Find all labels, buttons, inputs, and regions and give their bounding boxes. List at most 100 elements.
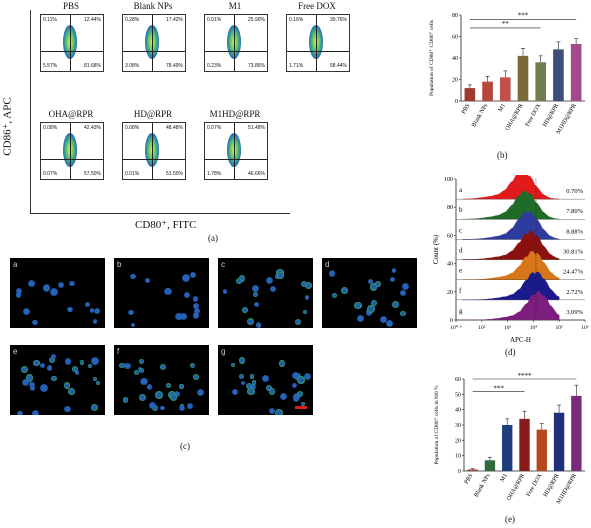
cell-nucleus: [389, 277, 395, 283]
q-lr: 57.50%: [84, 171, 101, 177]
bar: [553, 412, 565, 471]
cell-nucleus: [68, 388, 76, 396]
q-lr: 78.49%: [166, 63, 183, 69]
flow-plot: 0.08% 48.48% 0.01% 51.50%: [122, 122, 186, 180]
q-lr: 58.44%: [330, 63, 347, 69]
cell-nucleus: [15, 292, 22, 298]
cell-nucleus: [232, 389, 239, 395]
cell-nucleus: [247, 318, 255, 326]
q-ur: 17.42%: [166, 17, 183, 23]
panel-a-xlabel: CD80⁺, FITC: [135, 219, 197, 231]
gate-h: [41, 159, 103, 160]
cell-nucleus: [265, 276, 274, 284]
panel-a-arrow-y: [30, 10, 31, 213]
cell-nucleus: [278, 360, 286, 368]
cell-nucleus: [79, 359, 85, 365]
cell-nucleus: [64, 357, 72, 365]
cell-nucleus: [187, 403, 194, 410]
cell-nucleus: [91, 403, 99, 412]
series-value: 24.47%: [563, 269, 584, 276]
x-tick-label: 10³: [504, 325, 512, 331]
flow-plot: 0.08% 42.43% 0.07% 57.50%: [40, 122, 104, 180]
gate-v: [70, 15, 71, 71]
series-value: 7.80%: [566, 208, 583, 215]
cell-nucleus: [291, 382, 298, 389]
microscopy-image: a: [10, 258, 105, 328]
cell-nucleus: [252, 285, 260, 293]
cell-nucleus: [20, 365, 28, 373]
cell-nucleus: [292, 395, 299, 402]
cell-nucleus: [51, 375, 57, 382]
cell-nucleus: [371, 300, 378, 307]
bar: [571, 395, 582, 471]
cell-nucleus: [84, 302, 90, 308]
series-name: e: [459, 267, 462, 275]
x-tick-label: 10⁶: [581, 325, 589, 331]
q-lr: 46.66%: [248, 171, 265, 177]
histogram-series: [461, 211, 560, 240]
cell-nucleus: [253, 292, 259, 297]
cell-nucleus: [297, 376, 305, 384]
q-ur: 25.90%: [248, 17, 265, 23]
cell-nucleus: [95, 381, 100, 386]
q-lr: 73.86%: [248, 63, 265, 69]
y-tick-label: 60: [447, 233, 453, 239]
flow-plot-title: OHA@RPR: [48, 109, 94, 119]
cell-nucleus: [193, 308, 201, 315]
cell-nucleus: [159, 364, 167, 371]
cell-nucleus: [292, 372, 299, 380]
cell-nucleus: [400, 289, 407, 296]
cell-nucleus: [274, 408, 283, 415]
y-tick-label: 60: [452, 35, 458, 41]
cell-nucleus: [33, 359, 40, 367]
cell-nucleus: [340, 286, 348, 294]
cell-nucleus: [122, 397, 129, 403]
x-tick-label: 10⁵: [555, 325, 563, 331]
cell-nucleus: [134, 369, 140, 375]
gate-v: [234, 123, 235, 179]
cell-nucleus: [360, 316, 365, 321]
cell-nucleus: [300, 280, 308, 288]
cell-nucleus: [151, 405, 159, 412]
cell-nucleus: [29, 381, 35, 388]
cell-nucleus: [392, 300, 400, 309]
cell-nucleus: [87, 363, 92, 369]
panel-a-label: (a): [208, 233, 218, 243]
bar: [553, 49, 564, 101]
cell-nucleus: [249, 374, 255, 380]
bar: [467, 469, 478, 471]
sig-label: ***: [518, 11, 529, 19]
cell-nucleus: [22, 378, 30, 386]
microscopy-image: g: [218, 345, 313, 415]
gate-h: [205, 51, 267, 52]
y-tick-label: 30: [455, 423, 461, 429]
cell-nucleus: [269, 285, 277, 293]
cell-nucleus: [169, 394, 177, 402]
cell-nucleus: [91, 357, 99, 365]
cell-nucleus: [140, 377, 148, 385]
flow-plot: 0.01% 25.90% 0.23% 73.86%: [204, 14, 268, 72]
flow-plot: 0.07% 51.48% 1.78% 46.66%: [204, 122, 268, 180]
panel-a-arrow-x: [30, 213, 290, 214]
bar: [482, 81, 493, 101]
cell-nucleus: [43, 284, 51, 292]
cell-nucleus: [354, 301, 362, 310]
x-tick-label: M1: [498, 103, 507, 113]
microscopy-image: c: [218, 258, 313, 328]
cell-nucleus: [130, 323, 136, 328]
sig-label: **: [502, 20, 510, 28]
cell-nucleus: [238, 374, 245, 380]
gate-h: [123, 51, 185, 52]
panel-b-label: (b): [497, 150, 508, 160]
cell-nucleus: [238, 275, 245, 282]
x-tick-label: Free DOX: [525, 102, 543, 127]
flow-plot-title: Blank NPs: [133, 1, 173, 11]
q-ul: 0.01%: [207, 17, 222, 23]
q-ll: 0.07%: [43, 171, 58, 177]
cell-nucleus: [276, 271, 284, 280]
bar: [517, 55, 529, 101]
y-axis-label: Population of CD80⁺ CD86⁺ cells: [428, 20, 435, 96]
y-tick-label: 0: [450, 318, 453, 324]
cell-nucleus: [93, 376, 98, 381]
series-value: 8.88%: [566, 228, 583, 235]
